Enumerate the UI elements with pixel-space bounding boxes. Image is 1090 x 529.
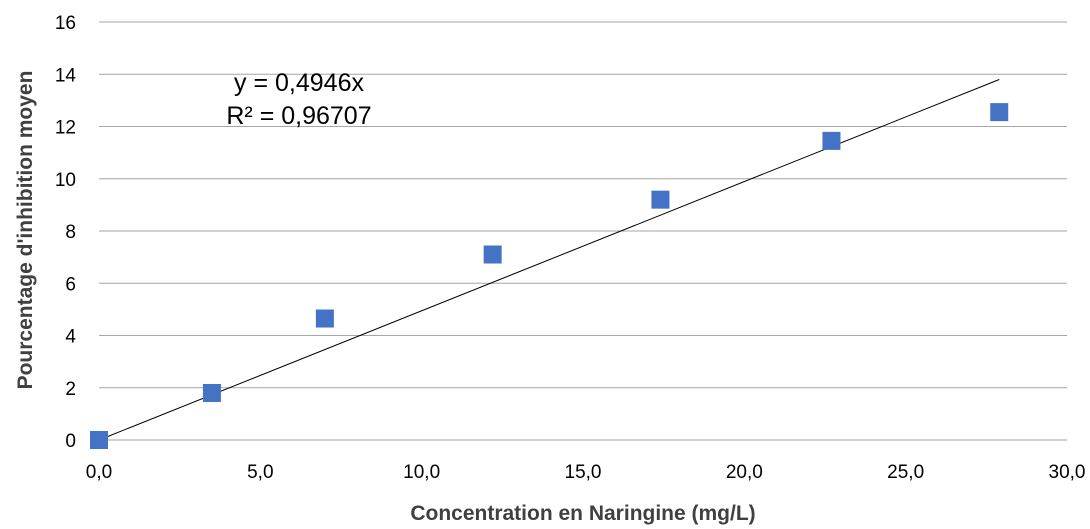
x-tick-label: 15,0 (565, 462, 602, 483)
trendline-r-squared: R² = 0,96707 (226, 102, 371, 130)
y-tick-label: 12 (55, 118, 76, 139)
x-tick-label: 5,0 (247, 462, 273, 483)
data-point (651, 190, 670, 209)
trendline-equation: y = 0,4946x (234, 69, 364, 97)
grid-lines (99, 21, 1067, 389)
y-tick-label: 8 (65, 222, 76, 243)
x-tick-label: 10,0 (403, 462, 440, 483)
y-axis-title: Pourcentage d'inhibition moyen (14, 71, 37, 390)
x-tick-label: 0,0 (86, 462, 112, 483)
x-tick-label: 20,0 (726, 462, 763, 483)
x-axis-title: Concentration en Naringine (mg/L) (410, 502, 755, 525)
data-points (90, 103, 1009, 449)
y-tick-label: 10 (55, 170, 76, 191)
trendline-group (98, 79, 1000, 441)
x-tick-label: 25,0 (887, 462, 924, 483)
data-point (822, 131, 841, 150)
y-tick-label: 16 (55, 13, 76, 34)
y-tick-label: 2 (65, 379, 76, 400)
x-tick-labels: 0,0 5,0 10,0 15,0 20,0 25,0 30,0 (86, 462, 1086, 483)
y-tick-label: 0 (65, 431, 76, 452)
trendline (98, 79, 1000, 441)
y-tick-label: 4 (65, 327, 76, 348)
data-point (315, 309, 334, 328)
data-point (202, 383, 221, 402)
data-point (990, 103, 1009, 122)
y-tick-label: 14 (55, 65, 77, 86)
y-tick-label: 6 (65, 274, 76, 295)
data-point (90, 431, 108, 449)
x-tick-label: 30,0 (1049, 462, 1086, 483)
y-tick-labels: 0 2 4 6 8 10 12 14 16 (55, 13, 77, 452)
data-point (483, 245, 502, 264)
